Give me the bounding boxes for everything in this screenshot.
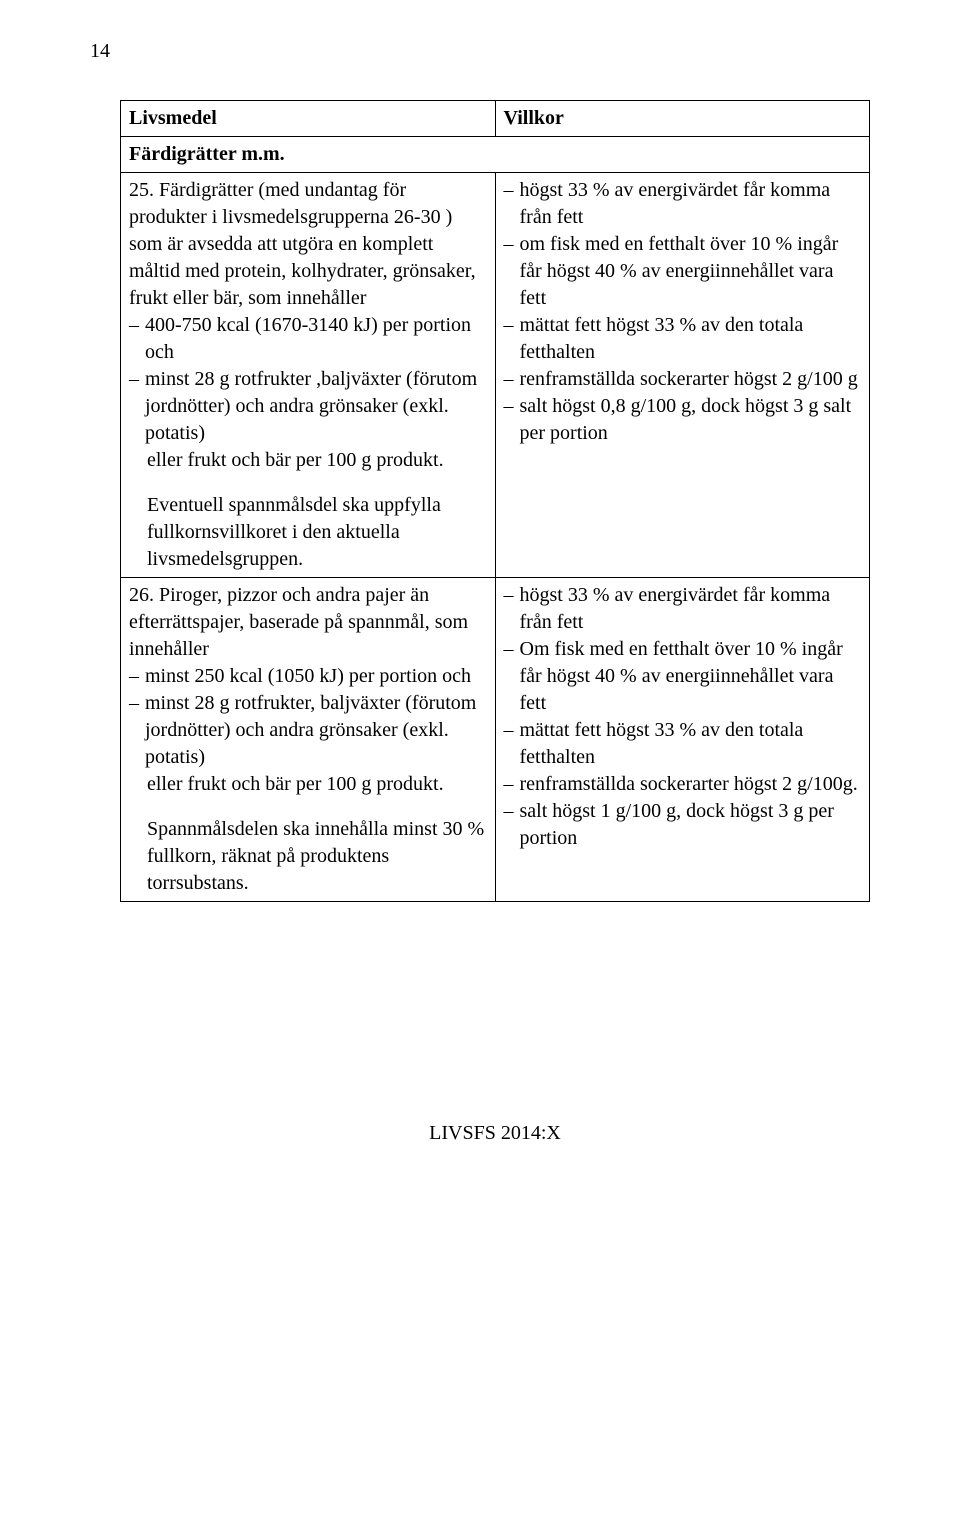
dash-icon: – (129, 663, 145, 690)
table-header-row: Livsmedel Villkor (121, 101, 870, 137)
dash-icon: – (129, 366, 145, 393)
dash-icon: – (129, 690, 145, 717)
row25-left-after: eller frukt och bär per 100 g produkt. (129, 447, 487, 474)
row26-right-item3: – mättat fett högst 33 % av den totala f… (504, 717, 862, 771)
row25-right-item5-text: salt högst 0,8 g/100 g, dock högst 3 g s… (520, 393, 862, 447)
row25-left-item1: – 400-750 kcal (1670-3140 kJ) per portio… (129, 312, 487, 366)
row26-right: – högst 33 % av energivärdet får komma f… (495, 578, 870, 902)
dash-icon: – (504, 312, 520, 339)
row25-right-item3-text: mättat fett högst 33 % av den totala fet… (520, 312, 862, 366)
dash-icon: – (504, 582, 520, 609)
dash-icon: – (504, 636, 520, 663)
row26-left-list: – minst 250 kcal (1050 kJ) per portion o… (129, 663, 487, 771)
row26-left-para2: Spannmålsdelen ska innehålla minst 30 % … (129, 816, 487, 897)
header-right: Villkor (495, 101, 870, 137)
row26-left-intro: 26. Piroger, pizzor och andra pajer än e… (129, 582, 487, 663)
subheader-row: Färdigrätter m.m. (121, 137, 870, 173)
row25-right-item4-text: renframställda sockerarter högst 2 g/100… (520, 366, 862, 393)
row25-right-item3: – mättat fett högst 33 % av den totala f… (504, 312, 862, 366)
row26-right-item1: – högst 33 % av energivärdet får komma f… (504, 582, 862, 636)
row25-right: – högst 33 % av energivärdet får komma f… (495, 173, 870, 578)
row26-left-item1: – minst 250 kcal (1050 kJ) per portion o… (129, 663, 487, 690)
row25-left-item2: – minst 28 g rotfrukter ,baljväxter (för… (129, 366, 487, 447)
spacer (129, 474, 487, 492)
main-table: Livsmedel Villkor Färdigrätter m.m. 25. … (120, 100, 870, 902)
row25-right-item2: – om fisk med en fetthalt över 10 % ingå… (504, 231, 862, 312)
dash-icon: – (504, 717, 520, 744)
row25-right-item2-text: om fisk med en fetthalt över 10 % ingår … (520, 231, 862, 312)
spacer (129, 798, 487, 816)
row25-right-list: – högst 33 % av energivärdet får komma f… (504, 177, 862, 447)
dash-icon: – (504, 798, 520, 825)
row25-left-list: – 400-750 kcal (1670-3140 kJ) per portio… (129, 312, 487, 447)
dash-icon: – (504, 231, 520, 258)
row25-right-item5: – salt högst 0,8 g/100 g, dock högst 3 g… (504, 393, 862, 447)
row26-left: 26. Piroger, pizzor och andra pajer än e… (121, 578, 496, 902)
row26-right-item5-text: salt högst 1 g/100 g, dock högst 3 g per… (520, 798, 862, 852)
row26-right-item1-text: högst 33 % av energivärdet får komma frå… (520, 582, 862, 636)
row26-left-after: eller frukt och bär per 100 g produkt. (129, 771, 487, 798)
row26-right-item4: – renframställda sockerarter högst 2 g/1… (504, 771, 862, 798)
row25-left-item1-text: 400-750 kcal (1670-3140 kJ) per portion … (145, 312, 487, 366)
subheader-cell: Färdigrätter m.m. (121, 137, 870, 173)
dash-icon: – (504, 393, 520, 420)
row26-right-item3-text: mättat fett högst 33 % av den totala fet… (520, 717, 862, 771)
page-container: 14 Livsmedel Villkor Färdigrätter m.m. 2… (0, 0, 960, 1526)
row25-right-item1: – högst 33 % av energivärdet får komma f… (504, 177, 862, 231)
page-number: 14 (90, 40, 110, 63)
row25-left-intro: 25. Färdigrätter (med undantag för produ… (129, 177, 487, 312)
row26-right-item2: – Om fisk med en fetthalt över 10 % ingå… (504, 636, 862, 717)
row26-left-item1-text: minst 250 kcal (1050 kJ) per portion och (145, 663, 487, 690)
table-row-26: 26. Piroger, pizzor och andra pajer än e… (121, 578, 870, 902)
row26-right-list: – högst 33 % av energivärdet får komma f… (504, 582, 862, 852)
row26-right-item2-text: Om fisk med en fetthalt över 10 % ingår … (520, 636, 862, 717)
dash-icon: – (504, 177, 520, 204)
row26-right-item5: – salt högst 1 g/100 g, dock högst 3 g p… (504, 798, 862, 852)
row25-left-para2: Eventuell spannmålsdel ska uppfylla full… (129, 492, 487, 573)
dash-icon: – (129, 312, 145, 339)
dash-icon: – (504, 771, 520, 798)
dash-icon: – (504, 366, 520, 393)
row26-left-item2: – minst 28 g rotfrukter, baljväxter (för… (129, 690, 487, 771)
row25-left-item2-text: minst 28 g rotfrukter ,baljväxter (förut… (145, 366, 487, 447)
row26-right-item4-text: renframställda sockerarter högst 2 g/100… (520, 771, 862, 798)
footer-text: LIVSFS 2014:X (120, 1122, 870, 1145)
row25-right-item4: – renframställda sockerarter högst 2 g/1… (504, 366, 862, 393)
row25-right-item1-text: högst 33 % av energivärdet får komma frå… (520, 177, 862, 231)
row26-left-item2-text: minst 28 g rotfrukter, baljväxter (förut… (145, 690, 487, 771)
row25-left: 25. Färdigrätter (med undantag för produ… (121, 173, 496, 578)
table-row-25: 25. Färdigrätter (med undantag för produ… (121, 173, 870, 578)
header-left: Livsmedel (121, 101, 496, 137)
